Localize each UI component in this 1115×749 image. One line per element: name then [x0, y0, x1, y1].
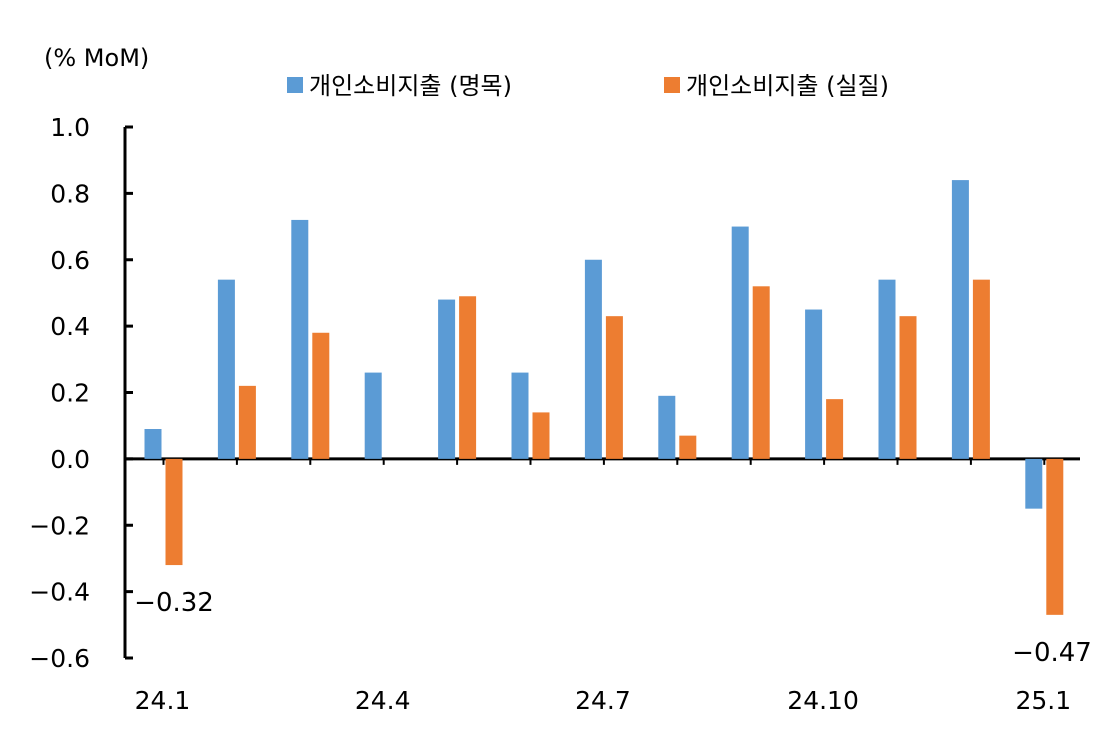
y-tick-label: 0.8	[50, 179, 90, 208]
x-tick-label: 24.4	[355, 686, 411, 715]
bar-nominal-24-7	[584, 259, 602, 459]
bar-real-25-1	[1046, 458, 1064, 615]
bar-real-24-9	[752, 286, 770, 459]
y-tick-label: 0.0	[50, 445, 90, 474]
y-tick-label: 0.6	[50, 246, 90, 275]
bar-real-24-12	[972, 279, 990, 459]
x-tick-label: 24.1	[135, 686, 191, 715]
y-tick-label: −0.2	[29, 511, 90, 540]
y-tick-label: 0.2	[50, 379, 90, 408]
x-tick-label: 24.10	[787, 686, 859, 715]
y-tick-label: −0.4	[29, 578, 90, 607]
x-tick-label: 24.7	[575, 686, 631, 715]
bar-nominal-24-2	[217, 279, 235, 459]
bar-real-24-2	[238, 385, 256, 459]
bar-nominal-24-4	[364, 372, 382, 459]
legend: 개인소비지출 (명목) 개인소비지출 (실질)	[287, 72, 889, 100]
bar-nominal-24-12	[951, 180, 969, 459]
bar-nominal-24-10	[805, 309, 823, 459]
data-label: −0.47	[1012, 638, 1092, 668]
bar-real-24-8	[679, 435, 697, 459]
y-tick-label: 0.4	[50, 312, 90, 341]
legend-label-real: 개인소비지출 (실질)	[686, 72, 889, 100]
legend-swatch-real	[664, 77, 680, 93]
y-tick-label: −0.6	[29, 644, 90, 673]
bar-real-24-10	[826, 399, 844, 459]
bar-nominal-24-9	[731, 226, 749, 459]
bar-real-24-7	[605, 316, 623, 459]
bar-real-24-5	[459, 296, 477, 459]
x-axis: 24.1 24.4 24.7 24.10 25.1	[125, 457, 1080, 715]
bars	[144, 180, 1064, 615]
bar-nominal-24-3	[291, 219, 309, 459]
bar-nominal-24-8	[658, 395, 676, 459]
bar-real-24-1	[165, 458, 183, 566]
bar-nominal-24-6	[511, 372, 529, 459]
bar-real-24-6	[532, 412, 550, 459]
bar-real-24-11	[899, 316, 917, 459]
legend-swatch-nominal	[287, 77, 303, 93]
y-axis: 1.0 0.8 0.6 0.4 0.2 0.0 −0.2 −0.4 −0.6	[29, 113, 133, 673]
y-tick-label: 1.0	[50, 113, 90, 142]
bar-nominal-25-1	[1025, 458, 1043, 509]
x-tick-label: 25.1	[1015, 686, 1071, 715]
bar-nominal-24-5	[438, 299, 456, 459]
bar-real-24-3	[312, 332, 330, 459]
data-labels: −0.32 −0.47	[134, 588, 1092, 668]
y-unit-label: (% MoM)	[44, 44, 149, 72]
legend-label-nominal: 개인소비지출 (명목)	[309, 72, 512, 100]
bar-nominal-24-11	[878, 279, 896, 459]
bar-nominal-24-1	[144, 429, 162, 459]
data-label: −0.32	[134, 588, 214, 618]
